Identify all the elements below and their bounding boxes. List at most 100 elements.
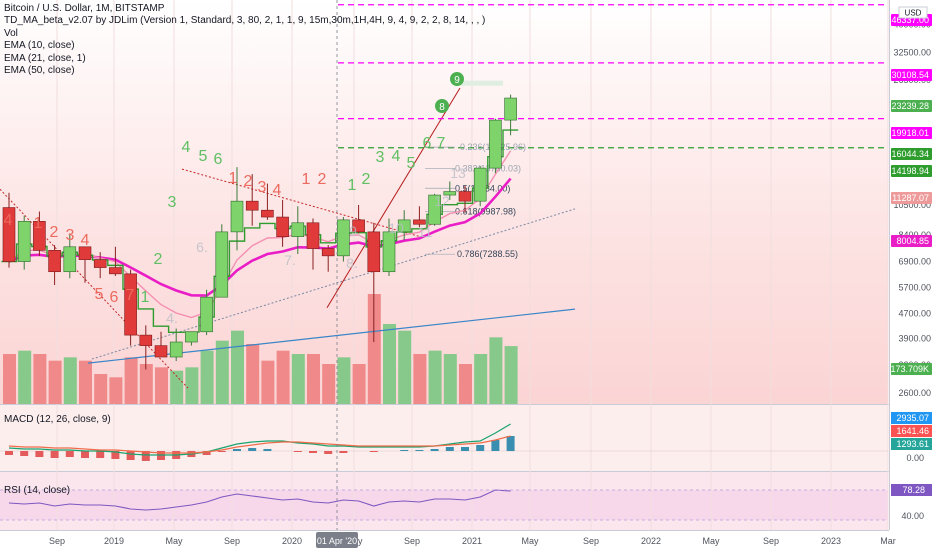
volume-bar [94,374,108,404]
rsi-label: RSI (14, close) [4,485,71,496]
volume-bar [276,350,290,404]
price-badge-label: 173.709K [890,364,929,374]
macd-histogram-bar [506,436,515,451]
macd-histogram-bar [430,449,439,451]
time-axis-background [0,531,932,550]
time-axis-tick: Sep [404,536,420,546]
candle-body [276,216,289,237]
td-count: 7 [126,287,135,304]
candle-body [169,341,183,358]
td-badge-circle [435,99,449,113]
candle-body [382,231,396,273]
volume-bar [443,354,457,404]
volume-bar [63,357,77,404]
candle-body [124,273,137,336]
volume-bar [383,324,396,404]
td-count: 6 [110,289,119,306]
candle-body [367,231,381,273]
symbol-title: Bitcoin / U.S. Dollar, 1M, BITSTAMP [4,3,165,14]
price-badge-label: 30108.54 [891,70,929,80]
td-count: 5 [407,155,416,172]
volume-bar [200,350,214,404]
price-badge [891,148,932,160]
signal-line [8,435,511,454]
volume-bar [3,354,16,404]
study-ema50: EMA (50, close) [4,65,75,77]
candle-body [109,267,122,275]
price-axis-tick: 5700.00 [898,282,931,292]
price-badge-label: 19918.01 [891,128,929,138]
macd-histogram-bar [35,451,44,457]
macd-histogram-bar [248,448,257,451]
td-count: 2 [154,251,163,268]
candle-body [78,246,92,260]
price-axis-tick: 10500.00 [893,200,931,210]
price-badge-label: 46337.00 [891,15,929,25]
price-axis-tick: 4700.00 [898,308,931,318]
time-axis-tick: May [165,536,183,546]
volume-bar [79,360,92,404]
td-faded-count: 7. [284,252,296,268]
study-ema21: EMA (21, close, 1) [4,52,86,64]
fib-label: 0.786(7288.55) [457,249,518,259]
candle-body [185,331,198,343]
volume-bar [322,364,336,404]
volume-bar [18,350,32,404]
macd-badge-label: 2935.07 [896,413,929,423]
time-axis-tick: Sep [763,536,779,546]
candle-body [2,207,16,262]
volume-bar [48,360,62,404]
price-axis-background [889,0,932,550]
price-badge [891,69,932,81]
td-count: 5 [95,286,104,303]
volume-bar [261,360,275,404]
macd-histogram-bar [324,451,333,454]
price-axis-tick: 3900.00 [898,334,931,344]
macd-histogram-bar [96,451,105,458]
macd-histogram-bar [126,451,135,460]
macd-histogram-bar [339,451,348,453]
candle-body [139,334,153,346]
candle-body [352,219,365,233]
price-badge [891,192,932,204]
volume-bar [185,367,199,404]
macd-histogram-bar [491,440,500,451]
macd-histogram-bar [65,451,74,457]
price-badge [891,235,932,247]
price-badge [891,165,932,177]
ema10-line [1,129,519,334]
candle-body [337,219,350,257]
td-count: 4 [81,232,90,249]
td-count: 2 [362,171,371,188]
candle-body [154,345,168,358]
macd-histogram-bar [476,445,485,451]
projection-box [455,80,503,86]
time-axis-tick: Sep [583,536,599,546]
time-axis-tick: May [702,536,720,546]
time-axis-tick: 2022 [641,536,661,546]
candle-body [230,200,244,233]
td-count: 1 [34,215,43,232]
volume-bar [109,377,123,404]
candle-body [215,231,229,298]
time-axis-tick: Sep [49,536,65,546]
price-badge-label: 16044.34 [891,149,929,159]
macd-histogram-bar [20,451,29,456]
td-count: 5 [199,148,208,165]
price-badge [891,100,932,112]
td-count: 1 [302,171,311,188]
crosshair-time-label: 01 Apr '20 [317,536,357,546]
volume-bar [246,344,260,404]
macd-histogram-bar [415,450,424,451]
price-badge-label: 14198.94 [891,166,929,176]
currency-label: USD [905,9,922,18]
td-count: 7 [437,135,446,152]
volume-bar [504,346,518,404]
candle-body [93,259,107,268]
time-axis-tick: 2019 [104,536,124,546]
candle-body [306,222,320,249]
macd-histogram-bar [217,451,226,452]
td-count: 6 [214,151,223,168]
